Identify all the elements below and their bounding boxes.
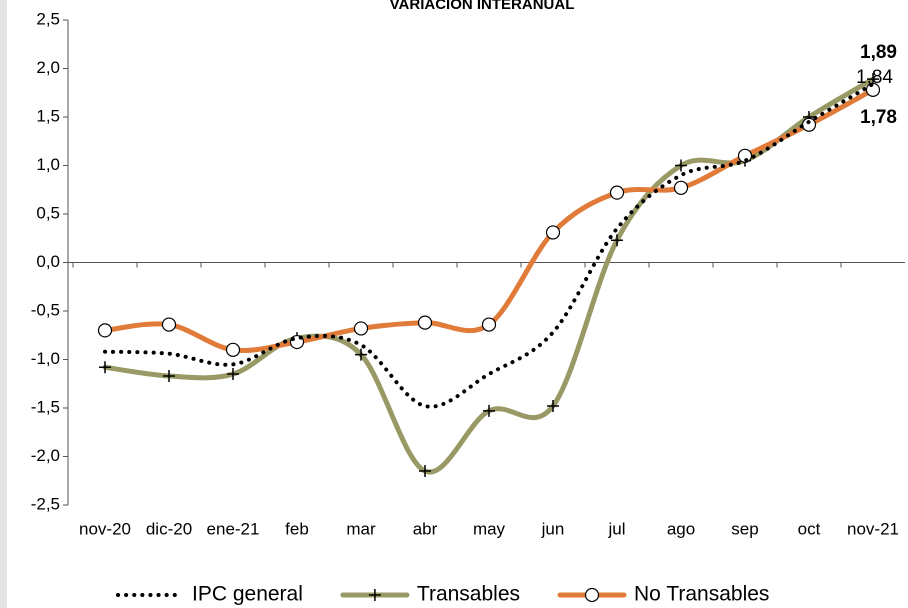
y-tick-label: -2,0 xyxy=(31,446,60,465)
legend-label: IPC general xyxy=(192,583,303,606)
legend-item: No Transables xyxy=(557,583,769,606)
marker-plus xyxy=(227,368,239,381)
marker-plus xyxy=(483,404,495,417)
y-tick-label: -2,5 xyxy=(31,494,60,513)
marker-circle xyxy=(161,317,177,332)
marker-plus xyxy=(419,465,431,478)
marker-plus xyxy=(99,361,111,374)
y-tick-label: 1,5 xyxy=(36,106,60,125)
marker-circle xyxy=(417,315,433,330)
marker-circle xyxy=(545,225,561,240)
marker-circle xyxy=(481,317,497,332)
x-tick-label: feb xyxy=(285,519,309,538)
marker-circle xyxy=(865,82,881,97)
chart-title: VARIACIÓN INTERANUAL xyxy=(390,0,575,13)
y-tick-label: 0,5 xyxy=(36,203,60,222)
x-tick-label: sep xyxy=(731,519,758,538)
x-tick-label: mar xyxy=(346,519,376,538)
x-tick-label: nov-20 xyxy=(79,519,131,538)
marker-plus xyxy=(355,348,367,361)
legend-item: IPC general xyxy=(116,583,303,606)
marker-circle xyxy=(673,180,689,195)
x-tick-label: ago xyxy=(667,519,695,538)
y-tick-label: -0,5 xyxy=(31,300,60,319)
legend-label: Transables xyxy=(417,583,520,606)
legend-item: Transables xyxy=(340,583,520,606)
marker-circle xyxy=(737,148,753,163)
value-label: 1,89 xyxy=(860,42,897,63)
marker-circle xyxy=(225,342,241,357)
marker-circle xyxy=(584,587,600,603)
marker-circle xyxy=(353,321,369,336)
legend-label: No Transables xyxy=(634,583,769,606)
marker-plus xyxy=(368,589,381,601)
y-tick-label: 2,0 xyxy=(36,58,60,77)
x-tick-label: oct xyxy=(798,519,821,538)
x-tick-label: jun xyxy=(541,519,565,538)
value-label: 1,84 xyxy=(856,67,893,88)
marker-plus xyxy=(611,234,623,247)
x-tick-label: may xyxy=(473,519,506,538)
marker-plus xyxy=(547,400,559,413)
x-tick-label: ene-21 xyxy=(207,519,260,538)
series-line xyxy=(102,87,876,353)
marker-circle xyxy=(609,185,625,200)
x-tick-label: nov-21 xyxy=(847,519,899,538)
x-tick-label: jul xyxy=(607,519,625,538)
value-label: 1,78 xyxy=(860,107,897,128)
y-tick-label: -1,5 xyxy=(31,397,60,416)
marker-circle xyxy=(97,323,113,338)
y-tick-label: 1,0 xyxy=(36,155,60,174)
side-strip xyxy=(0,0,7,608)
x-tick-label: dic-20 xyxy=(146,519,192,538)
y-tick-label: 2,5 xyxy=(36,9,60,28)
marker-plus xyxy=(163,369,175,382)
y-tick-label: 0,0 xyxy=(36,252,60,271)
x-tick-label: abr xyxy=(413,519,438,538)
y-tick-label: -1,0 xyxy=(31,349,60,368)
marker-plus xyxy=(675,159,687,172)
series-line xyxy=(103,82,875,409)
